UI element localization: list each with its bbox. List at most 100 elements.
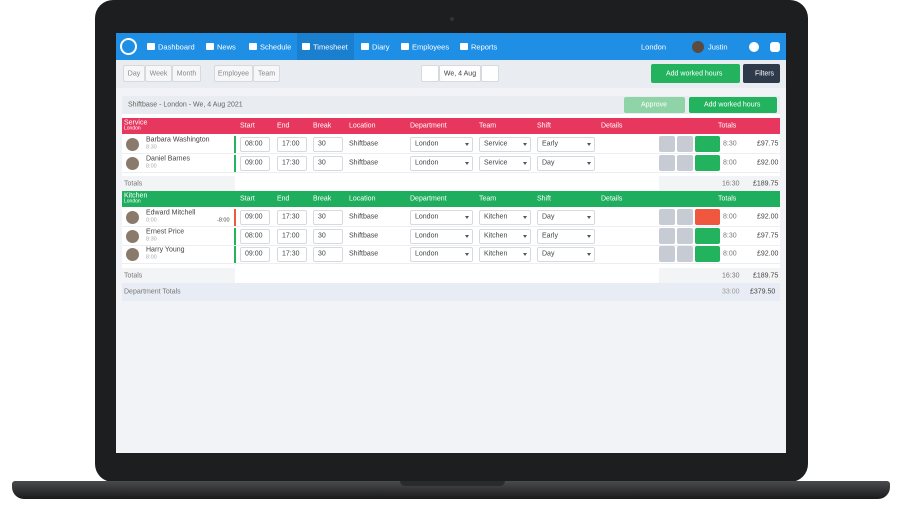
time-value[interactable]: 30 bbox=[318, 159, 326, 166]
select-value[interactable]: Day bbox=[542, 213, 555, 221]
time-input[interactable] bbox=[313, 247, 343, 262]
select-input[interactable] bbox=[410, 137, 473, 152]
select-value[interactable]: Service bbox=[484, 140, 508, 148]
select-value[interactable]: Kitchen bbox=[484, 250, 508, 258]
time-input[interactable] bbox=[240, 228, 270, 244]
time-value[interactable]: 30 bbox=[318, 232, 326, 239]
time-input[interactable] bbox=[313, 137, 343, 152]
select-input[interactable] bbox=[479, 137, 531, 152]
next-button[interactable] bbox=[481, 65, 499, 82]
approve-toggle[interactable] bbox=[695, 246, 720, 262]
time-input[interactable] bbox=[240, 247, 270, 262]
select-value[interactable]: Kitchen bbox=[484, 232, 508, 239]
time-value[interactable]: 08:00 bbox=[245, 232, 263, 239]
time-value[interactable]: 08:00 bbox=[245, 140, 263, 148]
time-input[interactable] bbox=[313, 155, 343, 171]
approve-toggle[interactable] bbox=[695, 227, 720, 244]
select-value[interactable]: London bbox=[415, 213, 439, 221]
edit-button[interactable] bbox=[677, 227, 693, 244]
segment-button[interactable] bbox=[145, 65, 172, 82]
select-value[interactable]: London bbox=[415, 250, 439, 258]
time-input[interactable] bbox=[277, 247, 307, 262]
add-button[interactable] bbox=[659, 209, 675, 225]
approve-toggle[interactable] bbox=[695, 209, 720, 225]
time-input[interactable] bbox=[277, 210, 307, 225]
date-display[interactable] bbox=[439, 65, 481, 82]
select-input[interactable] bbox=[479, 228, 531, 244]
time-input[interactable] bbox=[240, 155, 270, 171]
filters-label[interactable]: Filters bbox=[755, 70, 775, 78]
select-input[interactable] bbox=[410, 228, 473, 244]
segment-label[interactable]: Week bbox=[149, 70, 168, 78]
prev-button[interactable] bbox=[421, 65, 439, 82]
add-button[interactable] bbox=[659, 227, 675, 244]
edit-button[interactable] bbox=[677, 136, 693, 152]
time-input[interactable] bbox=[277, 228, 307, 244]
select-value[interactable]: London bbox=[415, 140, 439, 148]
time-value[interactable]: 30 bbox=[318, 140, 326, 148]
time-value[interactable]: 09:00 bbox=[245, 250, 263, 258]
select-input[interactable] bbox=[537, 247, 595, 262]
time-input[interactable] bbox=[240, 210, 270, 225]
time-input[interactable] bbox=[240, 137, 270, 152]
select-input[interactable] bbox=[410, 210, 473, 225]
time-input[interactable] bbox=[313, 228, 343, 244]
time-value[interactable]: 30 bbox=[318, 213, 326, 221]
select-value[interactable]: London bbox=[415, 232, 439, 239]
edit-button[interactable] bbox=[677, 246, 693, 262]
settings-icon[interactable] bbox=[770, 42, 780, 52]
edit-button[interactable] bbox=[677, 154, 693, 171]
select-input[interactable] bbox=[479, 210, 531, 225]
help-icon[interactable] bbox=[749, 42, 759, 52]
nav-item[interactable]: Diary bbox=[372, 42, 390, 52]
time-input[interactable] bbox=[277, 155, 307, 171]
select-input[interactable] bbox=[479, 155, 531, 171]
date-label[interactable]: We, 4 Aug bbox=[443, 70, 477, 78]
select-input[interactable] bbox=[410, 155, 473, 171]
select-value[interactable]: Kitchen bbox=[484, 213, 508, 221]
segment-button[interactable] bbox=[172, 65, 201, 82]
select-value[interactable]: Day bbox=[542, 250, 555, 258]
add-button[interactable] bbox=[659, 246, 675, 262]
time-value[interactable]: 17:30 bbox=[282, 213, 300, 221]
select-value[interactable]: Early bbox=[542, 140, 558, 148]
select-input[interactable] bbox=[479, 247, 531, 262]
nav-item[interactable]: Reports bbox=[471, 42, 498, 52]
time-input[interactable] bbox=[313, 210, 343, 225]
nav-item[interactable]: Schedule bbox=[260, 42, 292, 52]
approve-toggle[interactable] bbox=[695, 154, 720, 171]
add-hours-label[interactable]: Add worked hours bbox=[704, 101, 761, 109]
time-input[interactable] bbox=[277, 137, 307, 152]
nav-item[interactable]: Dashboard bbox=[158, 42, 195, 52]
time-value[interactable]: 17:30 bbox=[282, 250, 300, 258]
approve-label[interactable]: Approve bbox=[641, 101, 668, 109]
segment-label[interactable]: Day bbox=[127, 70, 141, 78]
time-value[interactable]: 09:00 bbox=[245, 159, 263, 166]
logo[interactable] bbox=[120, 38, 137, 55]
segment-label[interactable]: Team bbox=[257, 70, 276, 78]
time-value[interactable]: 09:00 bbox=[245, 213, 263, 221]
location-selector[interactable]: London bbox=[641, 42, 667, 52]
add-hours-label[interactable]: Add worked hours bbox=[666, 70, 723, 78]
select-value[interactable]: London bbox=[415, 159, 439, 166]
select-value[interactable]: Early bbox=[542, 232, 558, 239]
user-menu[interactable]: Justin bbox=[708, 42, 728, 52]
segment-button[interactable] bbox=[253, 65, 280, 82]
select-value[interactable]: Day bbox=[542, 159, 555, 166]
time-value[interactable]: 17:00 bbox=[282, 232, 300, 239]
segment-button[interactable] bbox=[214, 65, 253, 82]
select-value[interactable]: Service bbox=[484, 159, 508, 166]
approve-button[interactable] bbox=[624, 97, 685, 113]
segment-label[interactable]: Month bbox=[176, 70, 197, 78]
time-value[interactable]: 17:30 bbox=[282, 159, 300, 166]
select-input[interactable] bbox=[537, 210, 595, 225]
select-input[interactable] bbox=[537, 155, 595, 171]
filters-button[interactable] bbox=[743, 64, 780, 83]
nav-item[interactable]: News bbox=[217, 42, 236, 52]
select-input[interactable] bbox=[410, 247, 473, 262]
time-value[interactable]: 30 bbox=[318, 250, 326, 258]
segment-button[interactable] bbox=[123, 65, 145, 82]
time-value[interactable]: 17:00 bbox=[282, 140, 300, 148]
approve-toggle[interactable] bbox=[695, 136, 720, 152]
add-hours-button[interactable] bbox=[689, 97, 777, 113]
